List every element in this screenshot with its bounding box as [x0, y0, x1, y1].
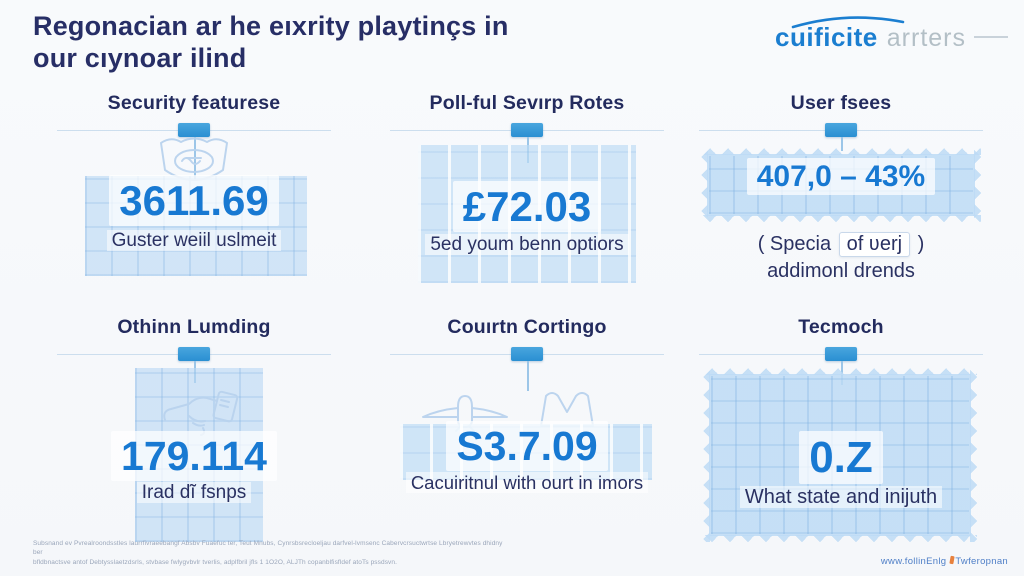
- card-title: Othinn Lumding: [117, 316, 271, 338]
- page-title-line2: our cıynoar ilind: [33, 43, 247, 74]
- card-body: 0.Z What state and inijuth: [697, 360, 985, 542]
- tape-clip-icon: [825, 347, 857, 361]
- brand-logo: cuificite arrters: [775, 16, 1008, 53]
- logo-primary-text: cuificite: [775, 22, 878, 52]
- stat-caption: ( Specia of ʋerj ): [697, 232, 985, 257]
- hand-holding-card-sketch-icon: [163, 390, 239, 436]
- card-body: 3611.69 Guster weiil uslmeit: [55, 136, 333, 304]
- divider-line: [699, 347, 983, 385]
- divider-line: [57, 347, 331, 383]
- tape-clip-icon: [511, 123, 543, 137]
- caption-suffix: ): [917, 233, 925, 255]
- stat-caption: Cacuiritnul with ourt in imors: [388, 472, 666, 494]
- divider-line: [390, 347, 664, 391]
- stat-caption: 5ed youm benn optiors: [388, 234, 666, 256]
- card-body: £72.03 5ed youm benn optiors: [388, 136, 666, 304]
- card-body: 179.114 Irad dĩ fsnps: [55, 360, 333, 542]
- stat-value: S3.7.09: [388, 421, 666, 471]
- divider-line: [390, 123, 664, 163]
- logo-swoosh-icon: [791, 16, 905, 29]
- stat-value: 0.Z: [697, 431, 985, 484]
- footer-disclaimer: Subsnand ev Pvrealroondsstles laurrfivra…: [33, 539, 511, 567]
- disclaimer-line2: bfldbnactsve antof Debtysslaetzdsrls, st…: [33, 558, 398, 566]
- card-title: Poll-ful Sevırp Rotes: [429, 92, 625, 114]
- card-tecmoch: Tecmoch 0.Z What state and inijuth: [697, 316, 985, 542]
- stat-caption: What state and inijuth: [697, 486, 985, 509]
- disclaimer-line1: Subsnand ev Pvrealroondsstles laurrfivra…: [33, 539, 503, 557]
- card-body: S3.7.09 Cacuiritnul with ourt in imors: [388, 360, 666, 540]
- page-title: Regonacian ar he eıxrity playtinçs in ou…: [33, 10, 509, 75]
- card-user-fees: User fsees 407,0 – 43% ( Specia of ʋerj …: [697, 92, 985, 304]
- card-title: Tecmoch: [798, 316, 884, 338]
- tape-clip-icon: [178, 347, 210, 361]
- card-title: Couırtn Cortingo: [447, 316, 607, 338]
- website-suffix: Twferopnan: [955, 556, 1008, 567]
- tape-clip-icon: [178, 123, 210, 137]
- card-powerful-server-routes: Poll-ful Sevırp Rotes £72.03 5ed youm be…: [388, 92, 666, 304]
- stat-value: 3611.69: [55, 175, 333, 226]
- tape-clip-icon: [511, 347, 543, 361]
- stat-caption: Irad dĩ fsnps: [55, 482, 333, 504]
- stat-value: £72.03: [388, 181, 666, 232]
- card-title: User fsees: [790, 92, 892, 114]
- caption-boxed-text: of ʋerj: [838, 232, 911, 257]
- page-title-line1: Regonacian ar he eıxrity playtinçs in: [33, 11, 509, 41]
- divider-line: [699, 123, 983, 151]
- stat-value: 407,0 – 43%: [697, 158, 985, 195]
- clip-string: [527, 361, 529, 391]
- card-othinn-lumding: Othinn Lumding 179.114 Irad dĩ fsnps: [55, 316, 333, 542]
- stat-caption-secondary: addimonl drends: [767, 260, 915, 282]
- divider-line: [57, 123, 331, 181]
- tape-clip-icon: [825, 123, 857, 137]
- logo-dash-line: [974, 36, 1008, 38]
- stat-value: 179.114: [55, 431, 333, 481]
- card-security-features: Security featurese 3611.69 Guster weiil …: [55, 92, 333, 304]
- stat-caption: Guster weiil uslmeit: [55, 230, 333, 252]
- website-prefix: www.follinEnlg: [880, 556, 947, 567]
- logo-secondary-text: arrters: [886, 24, 966, 52]
- card-body: 407,0 – 43% ( Specia of ʋerj ) addimonl …: [697, 136, 985, 304]
- website-link[interactable]: www.follinEnlg Twferopnan: [880, 555, 1008, 567]
- caption-prefix: ( Specia: [757, 233, 832, 255]
- crown-m-sketch-icon: [540, 392, 594, 427]
- card-title: Security featurese: [107, 92, 281, 114]
- clip-string: [841, 137, 843, 151]
- card-courtn-cortingo: Couırtn Cortingo S3.7.09 Cacuiritnul wit…: [388, 316, 666, 540]
